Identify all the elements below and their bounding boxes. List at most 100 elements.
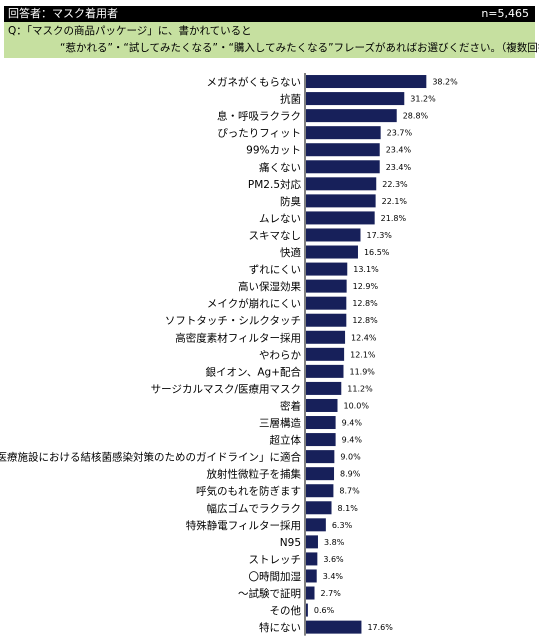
category-label: 超立体 — [270, 434, 302, 447]
category-label: ムレない — [259, 213, 301, 225]
value-label: 22.3% — [382, 180, 408, 189]
bar — [306, 364, 344, 378]
category-label: 「医療施設における結核菌感染対策のためのガイドライン」に適合 — [0, 451, 301, 464]
value-label: 12.4% — [351, 333, 377, 342]
value-label: 11.2% — [347, 384, 373, 393]
value-label: 28.8% — [403, 112, 429, 121]
category-label: 三層構造 — [259, 417, 301, 430]
value-label: 3.8% — [324, 538, 345, 547]
category-label: ぴったりフィット — [217, 128, 301, 140]
bar — [306, 330, 346, 344]
category-label: 痛くない — [259, 161, 301, 174]
value-label: 9.0% — [340, 453, 361, 462]
category-label: 特にない — [259, 622, 301, 634]
value-label: 22.1% — [382, 197, 408, 206]
category-label: 99%カット — [246, 145, 301, 157]
sample-size: n=5,465 — [481, 7, 529, 20]
value-label: 12.9% — [353, 282, 379, 291]
category-label: PM2.5対応 — [248, 178, 302, 191]
bar — [306, 416, 336, 430]
bar — [306, 467, 335, 481]
bar — [306, 552, 318, 566]
question-box: Q：「マスクの商品パッケージ」に、書かれていると “惹かれる”・“試してみたくな… — [4, 22, 539, 58]
bar — [306, 194, 376, 208]
bar — [306, 484, 334, 498]
bar — [306, 75, 427, 89]
category-label: 防臭 — [280, 195, 301, 208]
category-label: N95 — [280, 537, 301, 549]
bar — [306, 603, 308, 617]
value-label: 8.1% — [338, 504, 359, 513]
value-label: 17.3% — [366, 231, 392, 240]
value-label: 31.2% — [410, 95, 436, 104]
category-label: 高い保湿効果 — [238, 280, 301, 293]
category-label: その他 — [270, 604, 302, 617]
bar — [306, 501, 332, 515]
category-label: ～試験で証明 — [238, 587, 301, 600]
category-label: 幅広ゴムでラクラク — [207, 502, 302, 515]
bar — [306, 245, 358, 259]
bar — [306, 92, 405, 106]
category-label: 抗菌 — [280, 93, 301, 106]
value-label: 11.9% — [349, 367, 375, 376]
category-label: ずれにくい — [249, 264, 301, 276]
value-label: 9.4% — [342, 436, 363, 445]
value-label: 21.8% — [381, 214, 407, 223]
header-bar: 回答者：マスク着用者 n=5,465 — [4, 6, 535, 22]
bar — [306, 313, 347, 327]
bar — [306, 160, 380, 174]
value-label: 38.2% — [432, 78, 458, 87]
value-label: 8.9% — [340, 470, 361, 479]
bar — [306, 228, 361, 242]
value-label: 3.6% — [323, 555, 344, 564]
category-label: 高密度素材フィルター採用 — [175, 331, 301, 344]
value-label: 0.6% — [314, 606, 335, 615]
value-label: 12.8% — [352, 316, 378, 325]
value-label: 12.1% — [350, 350, 376, 359]
bar — [306, 279, 347, 293]
value-label: 8.7% — [339, 487, 360, 496]
category-label: 〇時間加湿 — [249, 571, 302, 583]
value-label: 9.4% — [342, 419, 363, 428]
bar — [306, 109, 397, 123]
category-label: メガネがくもらない — [207, 76, 302, 89]
bar — [306, 177, 377, 191]
value-label: 6.3% — [332, 521, 353, 530]
value-label: 16.5% — [364, 248, 390, 257]
category-label: ストレッチ — [249, 554, 302, 566]
respondent-label: 回答者：マスク着用者 — [8, 7, 118, 20]
bar — [306, 262, 348, 276]
value-label: 3.4% — [323, 572, 344, 581]
category-label: やわらか — [259, 349, 301, 361]
value-label: 23.7% — [387, 129, 413, 138]
category-label: 呼気のもれを防ぎます — [196, 485, 301, 498]
category-label: ソフトタッチ・シルクタッチ — [165, 315, 301, 327]
bar — [306, 143, 380, 157]
bar — [306, 398, 338, 412]
category-label: 銀イオン、Ag+配合 — [205, 365, 301, 378]
category-label: サージカルマスク/医療用マスク — [151, 382, 301, 395]
category-label: メイクが崩れにくい — [207, 297, 301, 310]
bar — [306, 433, 336, 447]
category-label: 快適 — [280, 246, 301, 259]
bar — [306, 586, 315, 600]
category-label: 息・呼吸ラクラク — [217, 110, 301, 123]
bar — [306, 620, 362, 634]
bar — [306, 126, 381, 140]
category-label: 密着 — [280, 399, 301, 412]
value-label: 10.0% — [344, 401, 370, 410]
bar — [306, 518, 326, 532]
value-label: 23.4% — [386, 146, 412, 155]
bar — [306, 211, 375, 225]
value-label: 2.7% — [321, 589, 342, 598]
bar — [306, 347, 345, 361]
value-label: 23.4% — [386, 163, 412, 172]
bar — [306, 569, 317, 583]
bar — [306, 450, 335, 464]
bar — [306, 535, 318, 549]
question-line-2: “惹かれる”・“試してみたくなる”・“購入してみたくなる”フレーズがあればお選び… — [60, 42, 539, 54]
value-label: 12.8% — [352, 299, 378, 308]
value-label: 17.6% — [367, 623, 393, 632]
bar — [306, 296, 347, 310]
